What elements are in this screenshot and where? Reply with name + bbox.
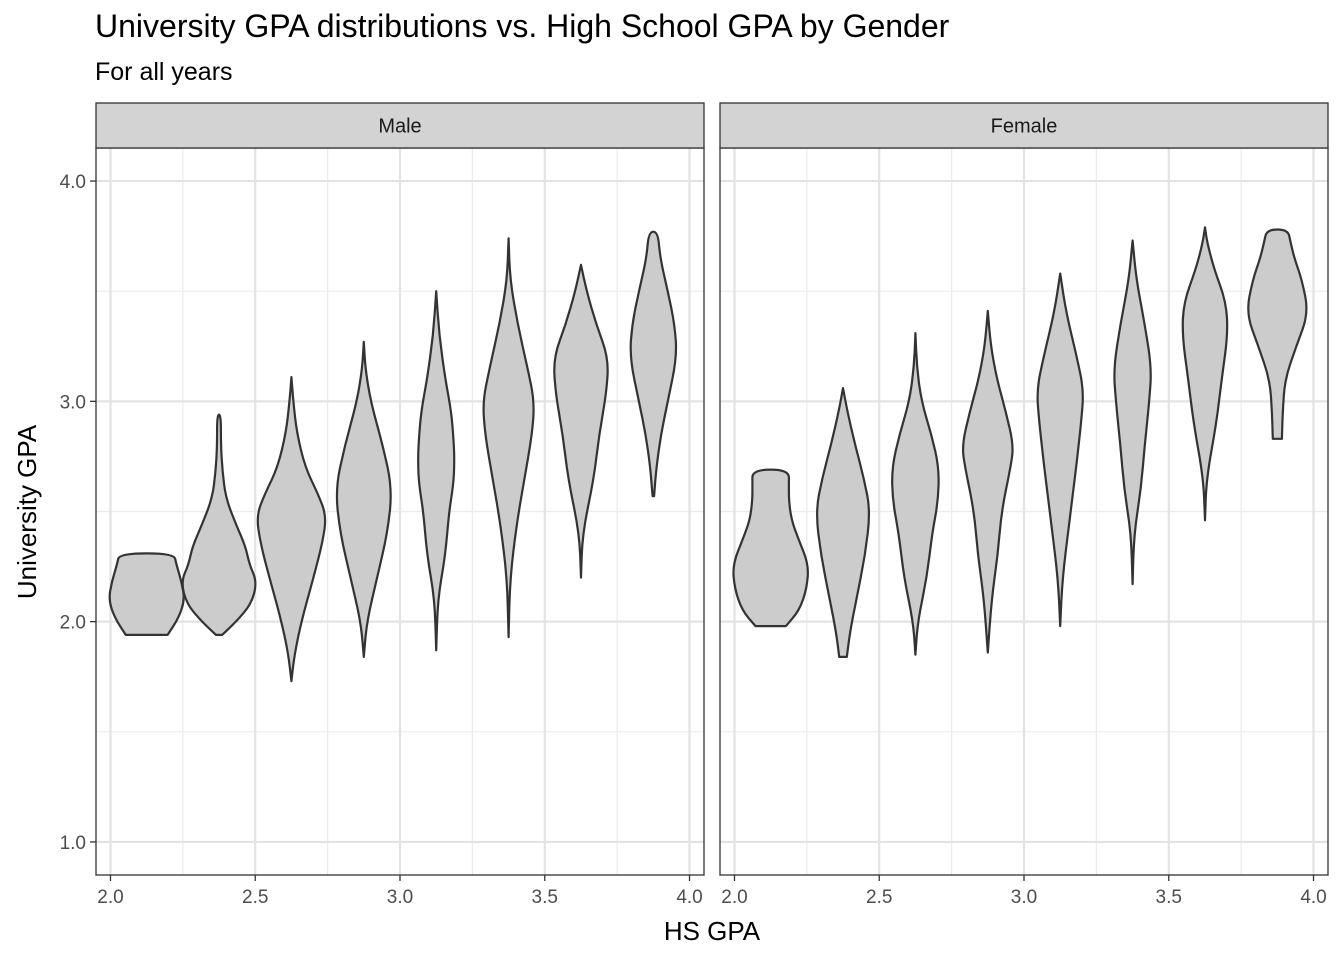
violin-female-7 bbox=[1181, 226, 1229, 522]
chart-subtitle: For all years bbox=[95, 58, 233, 86]
violin-male-5 bbox=[417, 290, 456, 652]
violin-male-2 bbox=[181, 413, 257, 636]
x-tick-label: 2.5 bbox=[242, 887, 268, 908]
facet-strip-label: Female bbox=[991, 116, 1058, 138]
x-tick-label: 2.0 bbox=[721, 887, 747, 908]
facet-strip bbox=[95, 102, 705, 149]
facet-panel-male: Male 2.0 2.5 3.0 3.5 4.0 bbox=[95, 102, 705, 908]
violin-female-1 bbox=[732, 468, 809, 628]
x-tick-label: 3.0 bbox=[1011, 887, 1037, 908]
facet-panel-female: Female 2.0 2.5 3.0 3.5 4.0 bbox=[719, 102, 1329, 908]
chart-title: University GPA distributions vs. High Sc… bbox=[95, 8, 950, 44]
violin-male-1 bbox=[108, 552, 185, 636]
y-tick-label: 4.0 bbox=[60, 172, 86, 193]
violin-female-4 bbox=[961, 309, 1014, 654]
facet-strip bbox=[719, 102, 1329, 149]
y-tick-label: 2.0 bbox=[60, 613, 86, 634]
violin-male-6 bbox=[482, 237, 535, 639]
violin-male-3 bbox=[256, 376, 327, 683]
y-tick-label: 1.0 bbox=[60, 833, 86, 854]
x-tick-label: 3.5 bbox=[532, 887, 558, 908]
x-tick-label: 4.0 bbox=[1300, 887, 1326, 908]
violin-female-6 bbox=[1113, 239, 1152, 586]
violin-female-8 bbox=[1247, 228, 1308, 440]
x-tick-label: 2.0 bbox=[97, 887, 123, 908]
x-tick-label: 2.5 bbox=[866, 887, 892, 908]
violin-female-2 bbox=[816, 387, 871, 658]
x-tick-label: 4.0 bbox=[676, 887, 702, 908]
y-axis-title: University GPA bbox=[12, 424, 42, 599]
violin-male-8 bbox=[629, 230, 678, 498]
violin-male-7 bbox=[553, 263, 609, 579]
x-tick-label: 3.0 bbox=[387, 887, 413, 908]
y-axis: 1.0 2.0 3.0 4.0 bbox=[60, 172, 96, 854]
x-axis-title: HS GPA bbox=[664, 916, 761, 946]
violin-female-3 bbox=[891, 332, 940, 656]
y-tick-label: 3.0 bbox=[60, 392, 86, 413]
violin-male-4 bbox=[335, 340, 392, 658]
x-tick-label: 3.5 bbox=[1156, 887, 1182, 908]
facet-strip-label: Male bbox=[378, 116, 421, 138]
violin-female-5 bbox=[1036, 272, 1084, 628]
